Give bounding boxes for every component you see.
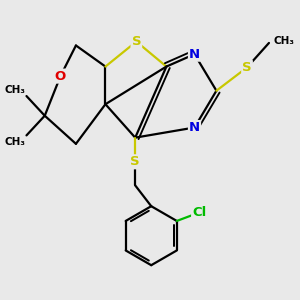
Text: S: S bbox=[242, 61, 252, 74]
Text: N: N bbox=[189, 48, 200, 61]
Text: N: N bbox=[189, 121, 200, 134]
Text: S: S bbox=[131, 35, 141, 48]
Text: CH₃: CH₃ bbox=[4, 85, 25, 94]
Text: CH₃: CH₃ bbox=[273, 36, 294, 46]
Text: CH₃: CH₃ bbox=[4, 137, 25, 147]
Text: O: O bbox=[55, 70, 66, 83]
Text: S: S bbox=[130, 155, 140, 168]
Text: Cl: Cl bbox=[192, 206, 206, 219]
